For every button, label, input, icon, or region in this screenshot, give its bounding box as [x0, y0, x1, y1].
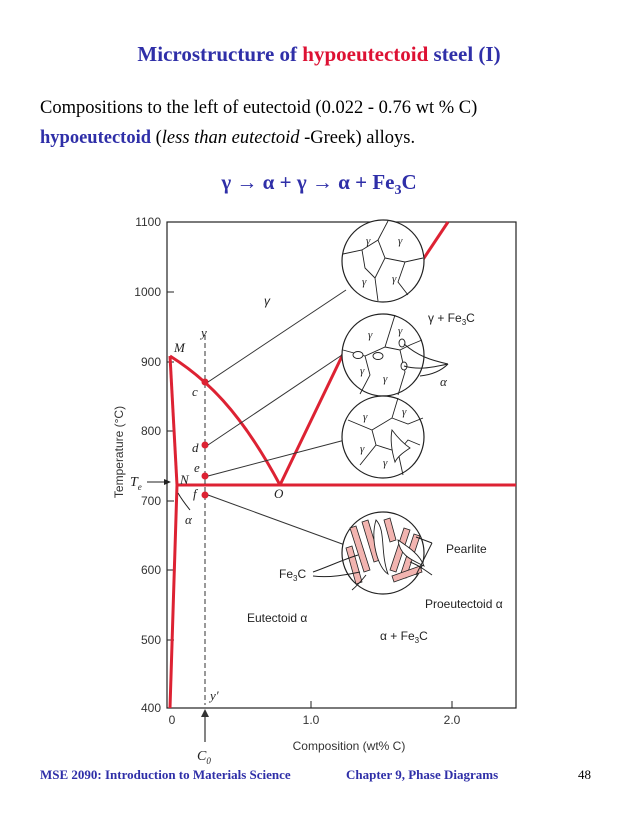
label-gamma-region: γ	[264, 294, 271, 308]
paragraph-line-1: Compositions to the left of eutectoid (0…	[40, 98, 478, 118]
svg-text:γ: γ	[368, 329, 373, 341]
slide-title: Microstructure of hypoeutectoid steel (I…	[0, 42, 638, 67]
label-N: N	[179, 472, 190, 487]
leader-lines	[207, 289, 347, 546]
label-fe3c: Fe3C	[279, 567, 306, 583]
label-O: O	[274, 486, 284, 501]
svg-text:γ: γ	[383, 457, 388, 469]
reaction-text: γ → α + γ → α + Fe	[221, 170, 395, 194]
term-hypoeutectoid: hypoeutectoid	[40, 128, 151, 148]
point-labels: M N O c d e f y y′ α α Te C0	[130, 325, 448, 766]
region-labels: γ γ + Fe3C α + Fe3C Pearlite Fe3C Eutect…	[247, 294, 503, 645]
svg-text:γ: γ	[366, 235, 371, 247]
point-f	[201, 491, 209, 499]
term-definition: less than eutectoid	[161, 128, 300, 148]
label-y-prime: y′	[208, 688, 219, 703]
svg-text:γ: γ	[402, 406, 407, 418]
label-C0: C0	[197, 749, 211, 766]
label-eutectoid-alpha: Eutectoid α	[247, 611, 307, 625]
footer-chapter: Chapter 9, Phase Diagrams	[346, 767, 499, 782]
plot-frame	[166, 221, 517, 709]
micrograph-pearlite	[341, 511, 425, 595]
x-tick-0: 0	[169, 713, 176, 727]
x-ticks: 0 1.0 2.0	[169, 701, 461, 727]
acm-line-upper	[420, 221, 450, 262]
label-M: M	[173, 340, 186, 355]
title-highlight: hypoeutectoid	[302, 42, 429, 66]
y-tick-800: 800	[141, 424, 161, 438]
alpha-solvus-upper	[168, 355, 179, 486]
x-axis-label: Composition (wt% C)	[293, 739, 406, 753]
y-tick-700: 700	[141, 494, 161, 508]
label-alpha-phase: α	[185, 512, 193, 527]
y-axis-label: Temperature (°C)	[112, 406, 126, 498]
svg-text:γ: γ	[398, 325, 403, 337]
label-pearlite: Pearlite	[446, 542, 487, 556]
micrograph-alpha-growth: γ γ γ γ	[341, 395, 425, 479]
footer-page-number: 48	[578, 767, 591, 782]
y-tick-600: 600	[141, 563, 161, 577]
alpha-solvus-lower	[168, 484, 179, 709]
cooling-points	[201, 378, 209, 499]
label-d: d	[192, 440, 199, 455]
footer-course: MSE 2090: Introduction to Materials Scie…	[40, 767, 291, 782]
label-alpha-fe3c: α + Fe3C	[380, 629, 428, 645]
micrograph-alpha-nucleating: γ γ γ γ	[341, 313, 425, 397]
title-prefix: Microstructure of	[137, 42, 303, 66]
y-tick-500: 500	[141, 633, 161, 647]
y-tick-1100: 1100	[135, 215, 161, 229]
label-alpha-micro: α	[440, 374, 448, 389]
y-ticks: 1100 1000 900 800 700 600 500 400	[134, 215, 174, 715]
x-tick-1: 1.0	[303, 713, 320, 727]
svg-text:γ: γ	[363, 411, 368, 423]
annotation-arrows	[177, 343, 449, 591]
y-tick-400: 400	[141, 701, 161, 715]
reaction-subscript: 3	[394, 183, 402, 199]
label-c: c	[192, 384, 198, 399]
reaction-equation: γ → α + γ → α + Fe3C	[0, 170, 638, 199]
x-tick-2: 2.0	[444, 713, 461, 727]
reaction-tail: C	[401, 170, 417, 194]
y-tick-1000: 1000	[134, 285, 161, 299]
label-Te: Te	[130, 475, 142, 492]
label-y: y	[199, 325, 207, 340]
svg-text:γ: γ	[362, 276, 367, 288]
label-e: e	[194, 460, 200, 475]
title-suffix: steel (I)	[428, 42, 501, 66]
paragraph-line-2: hypoeutectoid (less than eutectoid -Gree…	[40, 128, 416, 148]
phase-boundaries	[168, 221, 516, 709]
point-d	[201, 441, 209, 449]
svg-text:γ: γ	[392, 273, 397, 285]
label-gamma-fe3c: γ + Fe3C	[428, 311, 475, 327]
label-f: f	[193, 486, 199, 501]
y-tick-900: 900	[141, 355, 161, 369]
micrograph-gamma: γ γ γ γ	[341, 219, 425, 303]
point-c	[201, 378, 209, 386]
svg-text:γ: γ	[383, 373, 388, 385]
point-e	[201, 472, 209, 480]
label-proeutectoid-alpha: Proeutectoid α	[425, 597, 503, 611]
svg-text:γ: γ	[398, 235, 403, 247]
a3-line	[169, 354, 282, 486]
svg-text:γ: γ	[360, 365, 365, 377]
paragraph-rest: -Greek) alloys.	[299, 128, 416, 148]
svg-text:γ: γ	[360, 443, 365, 455]
